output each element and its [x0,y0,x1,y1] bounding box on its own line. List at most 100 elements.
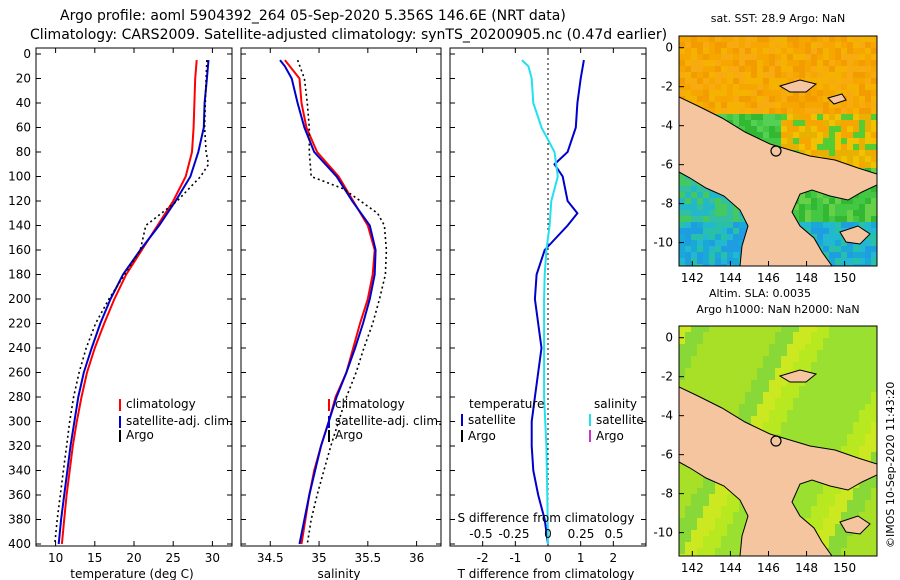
series-line-argo [296,59,388,545]
heat-cell [829,48,836,55]
heat-cell [727,84,734,91]
heat-cell [709,512,716,519]
heat-cell [709,356,716,363]
heat-cell [697,36,704,43]
heat-cell [781,138,788,145]
heat-cell [757,126,764,133]
sst-map-frame [678,35,878,267]
heat-cell [823,536,830,543]
difference-top-xlabel: S difference from climatology [458,511,635,525]
heat-cell [679,326,686,333]
heat-cell [697,494,704,501]
heat-cell [853,446,860,453]
heat-cell [769,410,776,417]
heat-cell [745,362,752,369]
heat-cell [871,42,877,49]
heat-cell [871,186,877,193]
heat-cell [823,138,830,145]
s-tick-label: 0 [544,527,552,541]
heat-cell [865,108,872,115]
heat-cell [871,234,877,241]
heat-cell [853,440,860,447]
heat-cell [805,338,812,345]
heat-cell [679,222,686,229]
heat-cell [679,180,686,187]
heat-cell [871,398,877,405]
heat-cell [697,90,704,97]
heat-cell [823,506,830,513]
heat-cell [793,42,800,49]
heat-cell [769,54,776,61]
heat-cell [859,60,866,67]
heat-cell [835,156,842,163]
heat-cell [769,48,776,55]
heat-cell [865,264,872,266]
heat-cell [715,264,722,266]
heat-cell [859,374,866,381]
heat-cell [679,344,686,351]
heat-cell [799,216,806,223]
heat-cell [751,392,758,399]
heat-cell [715,198,722,205]
heat-cell [871,410,877,417]
heat-cell [751,326,758,333]
heat-cell [859,150,866,157]
heat-cell [697,240,704,247]
heat-cell [775,60,782,67]
heat-cell [697,246,704,253]
heat-cell [727,506,734,513]
heat-cell [721,66,728,73]
heat-cell [679,72,686,79]
heat-cell [733,554,740,556]
heat-cell [691,204,698,211]
difference-top-tick-labels: -0.5 -0.25 0 0.25 0.5 [469,527,623,541]
heat-cell [853,102,860,109]
heat-cell [871,84,877,91]
heat-cell [805,416,812,423]
heat-cell [739,36,746,43]
heat-cell [793,96,800,103]
heat-cell [871,222,877,229]
heat-cell [871,386,877,393]
heat-cell [823,96,830,103]
heat-cell [859,380,866,387]
heat-cell [721,42,728,49]
sla-map-panel: Altim. SLA: 0.0035 Argo h1000: NaN h2000… [653,287,878,575]
heat-cell [817,356,824,363]
heat-cell [865,542,872,549]
heat-cell [685,368,692,375]
heat-cell [745,326,752,333]
heat-cell [703,392,710,399]
heat-cell [835,374,842,381]
heat-cell [685,386,692,393]
heat-cell [733,356,740,363]
heat-cell [787,114,794,121]
heat-cell [829,90,836,97]
heat-cell [733,234,740,241]
heat-cell [853,332,860,339]
heat-cell [847,500,854,507]
heat-cell [805,482,812,489]
heat-cell [691,210,698,217]
heat-cell [847,428,854,435]
heat-cell [733,90,740,97]
heat-cell [685,344,692,351]
heat-cell [715,506,722,513]
heat-cell [715,210,722,217]
heat-cell [865,422,872,429]
title-line-2: Climatology: CARS2009. Satellite-adjuste… [30,27,667,43]
heat-cell [793,114,800,121]
heat-cell [823,54,830,61]
heat-cell [823,90,830,97]
heat-cell [829,362,836,369]
heat-cell [865,54,872,61]
heat-cell [817,428,824,435]
heat-cell [769,344,776,351]
heat-cell [679,548,686,555]
lon-tick-label: 144 [719,271,742,285]
heat-cell [811,500,818,507]
heat-cell [703,204,710,211]
heat-cell [859,264,866,266]
heat-cell [727,374,734,381]
depth-tick-label: 20 [16,72,31,86]
